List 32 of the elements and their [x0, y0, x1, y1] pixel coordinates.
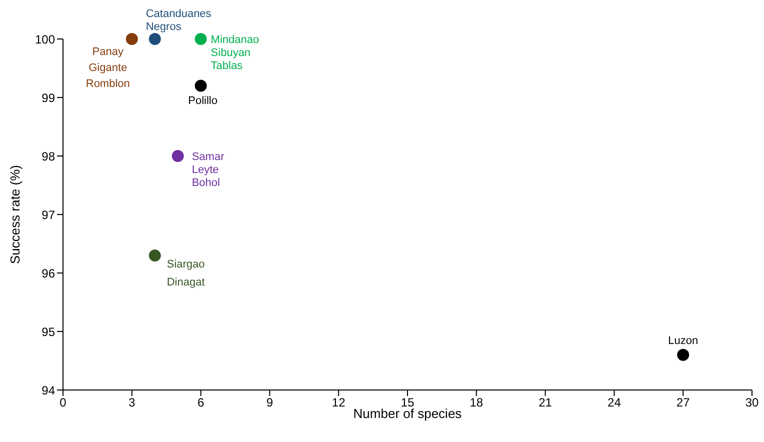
point	[194, 33, 207, 45]
series-label: Polillo	[188, 94, 218, 107]
y-tick-label: 94	[42, 383, 56, 398]
x-tick-label: 30	[745, 396, 759, 410]
point	[148, 249, 161, 262]
series-label: Samar Leyte Bohol	[192, 151, 225, 189]
point	[126, 33, 138, 45]
y-tick-label: 97	[42, 208, 56, 222]
series-label: Mindanao Sibuyan Tablas	[210, 34, 260, 72]
point	[677, 348, 690, 361]
y-tick-label: 96	[42, 266, 56, 280]
x-tick-label: 6	[197, 396, 204, 410]
series-label: Luzon	[668, 334, 698, 347]
x-tick-label: 27	[676, 396, 690, 410]
y-axis-title: Success rate (%)	[8, 165, 23, 264]
y-tick-label: 95	[42, 324, 56, 339]
x-tick-label: 24	[608, 396, 622, 410]
x-tick-label: 9	[266, 396, 274, 410]
x-tick-label: 0	[60, 396, 67, 410]
x-tick-label: 12	[332, 396, 346, 410]
point	[194, 80, 207, 92]
y-tick-label: 98	[42, 149, 56, 164]
point	[172, 150, 184, 162]
y-tick-label: 99	[42, 90, 56, 105]
x-tick-label: 3	[128, 396, 136, 410]
series-label: Panay Gigante Romblon	[86, 46, 130, 90]
x-tick-label: 21	[538, 396, 552, 410]
point	[148, 33, 161, 45]
x-tick-label: 18	[470, 396, 484, 410]
series-label: Siargao Dinagat	[166, 258, 205, 288]
y-tick-label: 100	[34, 32, 56, 46]
series-label: Catanduanes Negros	[146, 8, 212, 33]
